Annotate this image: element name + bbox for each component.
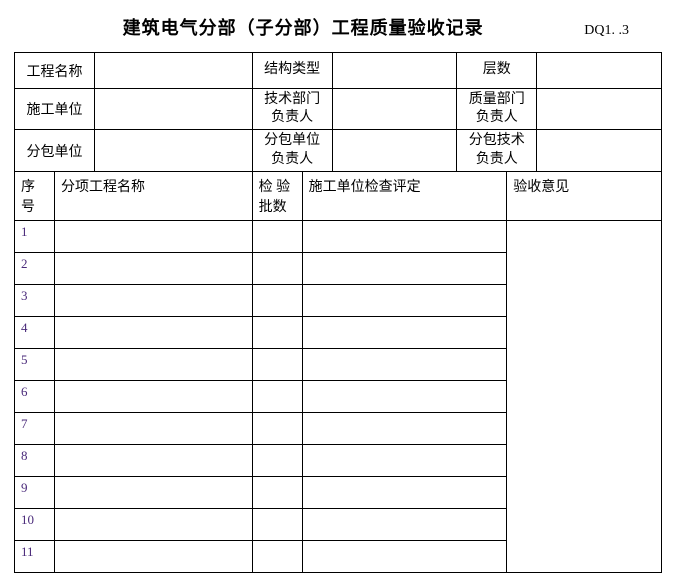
row-name <box>54 284 252 316</box>
row-index: 2 <box>15 252 55 284</box>
info-label-cell: 分包技术负责人 <box>457 130 537 171</box>
row-batch <box>252 412 302 444</box>
column-header-c3: 检 验批数 <box>252 172 302 221</box>
row-name <box>54 316 252 348</box>
row-check <box>302 316 507 348</box>
info-label-cell: 层数 <box>457 53 537 89</box>
info-label-cell: 结构类型 <box>252 53 332 89</box>
row-name <box>54 412 252 444</box>
info-value-cell <box>94 53 252 89</box>
row-batch <box>252 540 302 572</box>
table-header-row: 序号分项工程名称检 验批数施工单位检查评定验收意见 <box>15 172 662 221</box>
row-check <box>302 252 507 284</box>
row-batch <box>252 508 302 540</box>
row-batch <box>252 348 302 380</box>
row-check <box>302 412 507 444</box>
row-name <box>54 380 252 412</box>
row-name <box>54 220 252 252</box>
info-row: 施工单位 技术部门负责人 质量部门负责人 <box>15 89 662 130</box>
info-label-cell: 分包单位负责人 <box>252 130 332 171</box>
row-batch <box>252 220 302 252</box>
info-label-cell: 质量部门负责人 <box>457 89 537 130</box>
info-row: 分包单位 分包单位负责人 分包技术负责人 <box>15 130 662 171</box>
info-row: 工程名称 结构类型 层数 <box>15 53 662 89</box>
row-name <box>54 508 252 540</box>
row-index: 4 <box>15 316 55 348</box>
row-index: 1 <box>15 220 55 252</box>
row-index: 11 <box>15 540 55 572</box>
info-table: 工程名称结构类型层数施工单位技术部门负责人质量部门负责人分包单位分包单位负责人分… <box>14 52 662 172</box>
row-name <box>54 252 252 284</box>
row-check <box>302 380 507 412</box>
acceptance-opinion-cell <box>507 220 662 572</box>
row-index: 5 <box>15 348 55 380</box>
row-name <box>54 348 252 380</box>
info-label-cell: 技术部门负责人 <box>252 89 332 130</box>
row-index: 10 <box>15 508 55 540</box>
row-batch <box>252 380 302 412</box>
info-value-cell <box>537 53 662 89</box>
row-index: 6 <box>15 380 55 412</box>
info-value-cell <box>537 89 662 130</box>
row-index: 9 <box>15 476 55 508</box>
row-check <box>302 476 507 508</box>
row-check <box>302 284 507 316</box>
row-check <box>302 220 507 252</box>
info-value-cell <box>94 89 252 130</box>
info-value-cell <box>94 130 252 171</box>
row-name <box>54 540 252 572</box>
main-table: 序号分项工程名称检 验批数施工单位检查评定验收意见1234567891011 <box>14 172 662 573</box>
row-index: 8 <box>15 444 55 476</box>
table-row: 1 <box>15 220 662 252</box>
document-code: DQ1. .3 <box>584 23 629 39</box>
document-header: 建筑电气分部（子分部）工程质量验收记录 DQ1. .3 <box>14 14 662 40</box>
info-value-cell <box>332 89 457 130</box>
column-header-c1: 序号 <box>15 172 55 221</box>
row-check <box>302 540 507 572</box>
row-index: 7 <box>15 412 55 444</box>
row-batch <box>252 284 302 316</box>
row-batch <box>252 316 302 348</box>
info-label-cell: 工程名称 <box>15 53 95 89</box>
row-batch <box>252 444 302 476</box>
info-label-cell: 施工单位 <box>15 89 95 130</box>
info-value-cell <box>537 130 662 171</box>
row-check <box>302 444 507 476</box>
row-check <box>302 348 507 380</box>
column-header-c4: 施工单位检查评定 <box>302 172 507 221</box>
column-header-c2: 分项工程名称 <box>54 172 252 221</box>
row-batch <box>252 476 302 508</box>
row-batch <box>252 252 302 284</box>
row-check <box>302 508 507 540</box>
document-title: 建筑电气分部（子分部）工程质量验收记录 <box>22 14 584 40</box>
info-label-cell: 分包单位 <box>15 130 95 171</box>
info-value-cell <box>332 53 457 89</box>
info-value-cell <box>332 130 457 171</box>
row-name <box>54 476 252 508</box>
row-index: 3 <box>15 284 55 316</box>
row-name <box>54 444 252 476</box>
column-header-c5: 验收意见 <box>507 172 662 221</box>
